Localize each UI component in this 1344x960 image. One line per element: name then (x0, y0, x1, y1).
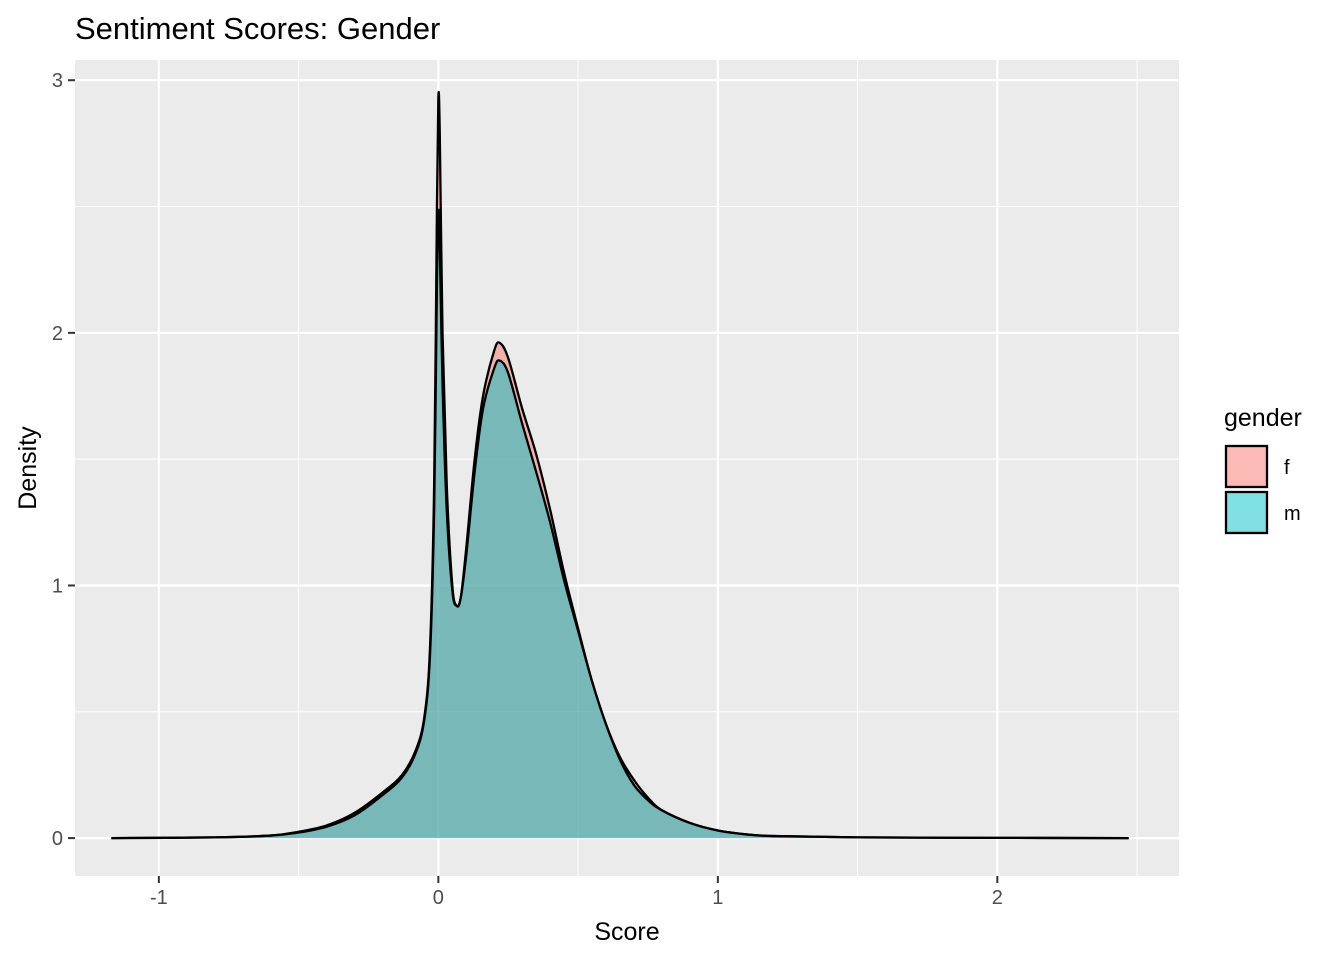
chart-title: Sentiment Scores: Gender (75, 11, 440, 46)
legend-title: gender (1224, 404, 1302, 432)
legend-label-m: m (1284, 503, 1301, 525)
legend-key-f (1224, 444, 1269, 489)
y-tick-label-2: 2 (52, 323, 63, 345)
legend-key-m (1224, 490, 1269, 535)
legend-items: fm (1224, 444, 1301, 535)
x-tick-label-2: 1 (712, 887, 723, 909)
y-tick-label-3: 3 (52, 70, 63, 92)
x-tick-label-3: 2 (992, 887, 1003, 909)
legend: gender fm (1224, 404, 1302, 535)
x-tick-label-0: -1 (150, 887, 168, 909)
legend-label-f: f (1284, 457, 1290, 479)
y-tick-label-1: 1 (52, 575, 63, 597)
x-axis-title: Score (594, 918, 659, 946)
axis-ticks: -1 0 1 2 0 1 2 3 (52, 70, 1003, 909)
x-tick-label-1: 0 (433, 887, 444, 909)
density-line-m (111, 208, 1129, 840)
series-layer (111, 91, 1129, 840)
plot-panel (75, 60, 1179, 876)
y-axis-title: Density (14, 426, 42, 510)
y-tick-label-0: 0 (52, 828, 63, 850)
grid-minor (75, 60, 1179, 876)
